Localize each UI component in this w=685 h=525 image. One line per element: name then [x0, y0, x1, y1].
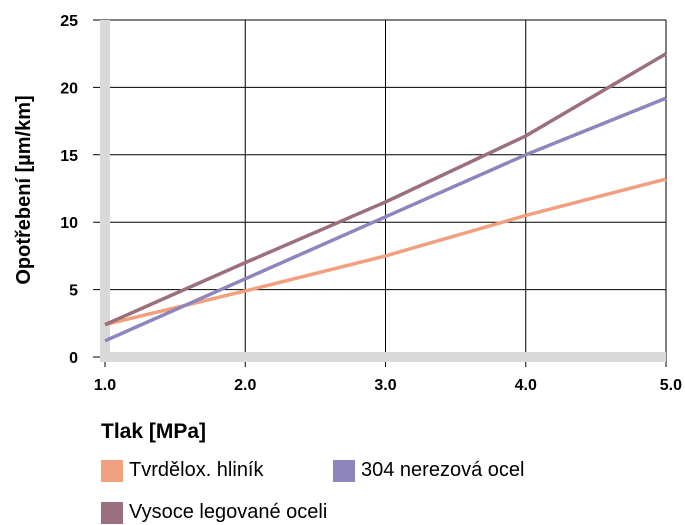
x-tick-labels: 1.0 2.0 3.0 4.0 5.0 [94, 377, 682, 394]
x-axis-label: Tlak [MPa] [101, 420, 207, 443]
chart-series-lines [104, 52, 667, 343]
x-axis-bar [100, 352, 666, 362]
legend-label: Vysoce legované oceli [129, 501, 328, 523]
y-tick-label: 20 [60, 80, 78, 97]
y-tick-label: 15 [60, 148, 78, 165]
line-chart: 0 5 10 15 20 25 1.0 2.0 3.0 4.0 5.0 Opotřebení [µ… [13, 13, 682, 394]
legend-label: 304 nerezová ocel [361, 459, 525, 481]
y-axis-bar [100, 20, 110, 362]
x-tick-label: 5.0 [660, 377, 682, 394]
y-tick-label: 0 [69, 350, 78, 367]
legend-swatch [333, 459, 355, 482]
x-tick-label: 2.0 [234, 377, 256, 394]
legend-label: Tvrdělox. hliník [129, 459, 264, 481]
legend-item-nerez: 304 nerezová ocel [333, 459, 524, 482]
x-tick-label: 3.0 [374, 377, 396, 394]
x-tick-label: 4.0 [515, 377, 537, 394]
y-tick-label: 5 [69, 283, 78, 300]
x-tick-label: 1.0 [94, 377, 116, 394]
series-line-2 [104, 96, 667, 343]
y-axis-label: Opotřebení [µm/km] [13, 95, 35, 284]
series-line-1 [104, 177, 667, 327]
chart-axis-bars [100, 20, 666, 362]
legend-item-hlinik: Tvrdělox. hliník [101, 459, 264, 482]
y-tick-labels: 0 5 10 15 20 25 [60, 13, 78, 367]
legend-swatch [101, 501, 123, 524]
legend-swatch [101, 459, 123, 482]
legend-item-legovane: Vysoce legované oceli [101, 501, 327, 524]
y-tick-label: 25 [60, 13, 78, 30]
chart-grid [93, 19, 667, 367]
series-line-3 [104, 52, 667, 327]
y-tick-label: 10 [60, 215, 78, 232]
